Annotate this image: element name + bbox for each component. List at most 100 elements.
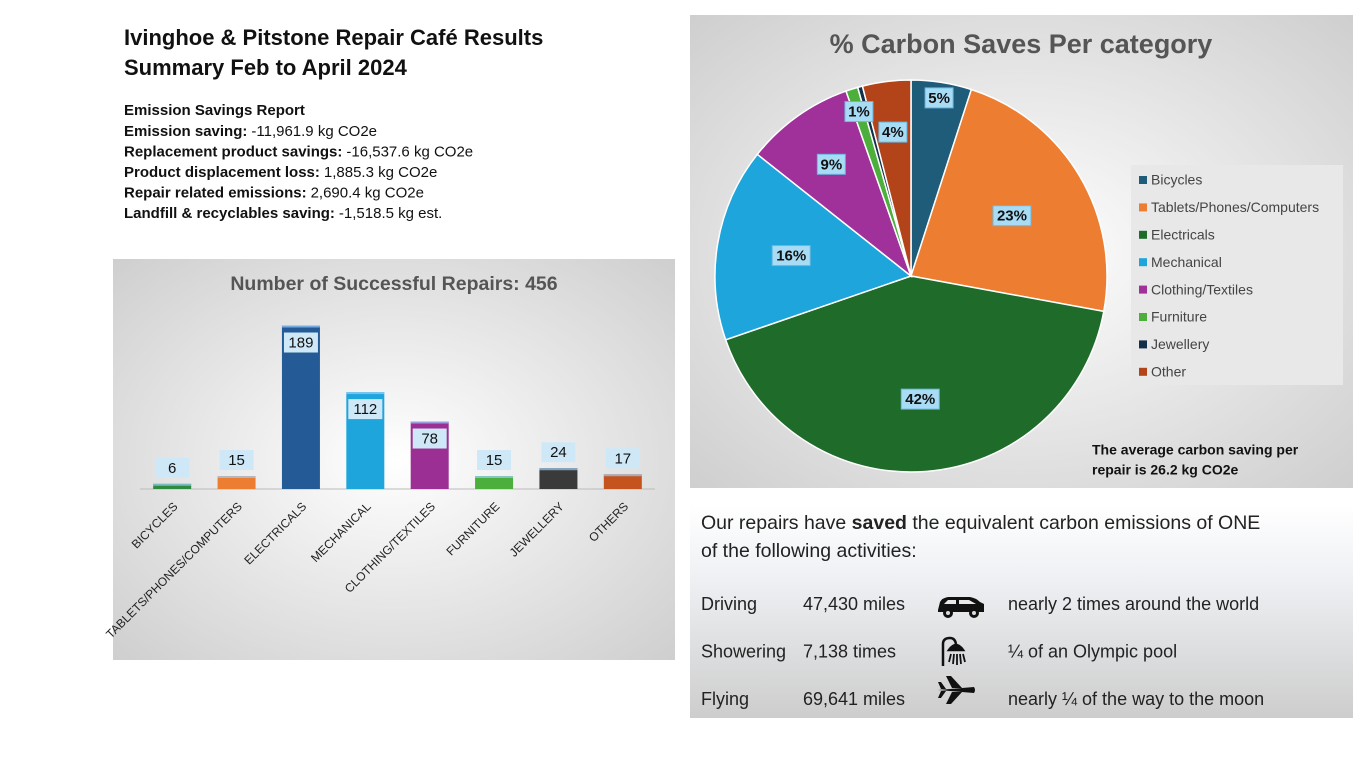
- legend-label: Jewellery: [1151, 336, 1209, 352]
- pie-chart: % Carbon Saves Per category 5% 23% 42% 16% 9%…: [714, 29, 1343, 478]
- legend-label: Bicycles: [1151, 172, 1202, 188]
- data-label: 24: [550, 444, 567, 461]
- data-label: 1%: [848, 104, 870, 121]
- legend-swatch: [1139, 313, 1147, 321]
- report-line: Repair related emissions: 2,690.4 kg CO2e: [124, 184, 424, 201]
- data-label: 9%: [820, 156, 842, 173]
- legend-swatch: [1139, 176, 1147, 184]
- report-label: Replacement product savings:: [124, 143, 342, 160]
- data-label-box: [155, 457, 190, 478]
- report-line: Product displacement loss: 1,885.3 kg CO2…: [124, 164, 437, 181]
- bar: [539, 468, 578, 489]
- data-label: 15: [228, 452, 245, 469]
- data-label: 78: [421, 430, 438, 447]
- report-heading: Emission Savings Report: [124, 102, 305, 119]
- intro: Our repairs have saved the equivalent ca…: [701, 512, 1260, 534]
- data-label: 4%: [882, 124, 904, 141]
- amount: 7,138 times: [803, 641, 896, 661]
- legend-label: Mechanical: [1151, 254, 1222, 270]
- plane-icon: [938, 676, 975, 704]
- activity: Flying: [701, 689, 749, 709]
- legend-swatch: [1139, 285, 1147, 294]
- report-value: -16,537.6 kg CO2e: [346, 143, 473, 160]
- comparison: ¼ of an Olympic pool: [1008, 641, 1177, 661]
- data-label: 16%: [776, 248, 806, 265]
- pie-slice: [910, 88, 1108, 313]
- shower-icon: [941, 636, 966, 666]
- data-label: 23%: [997, 208, 1027, 225]
- comparison: nearly ¼ of the way to the moon: [1008, 689, 1264, 709]
- report-line: Replacement product savings: -16,537.6 kg…: [124, 143, 473, 160]
- chart-title: % Carbon Saves Per category: [830, 29, 1213, 59]
- data-label-box: [348, 399, 383, 420]
- title: Ivinghoe & Pitstone Repair Café Results: [124, 25, 543, 50]
- pie-slice: [756, 90, 913, 279]
- activity: Driving: [701, 594, 757, 614]
- report-line: Landfill & recyclables saving: -1,518.5 k…: [124, 205, 442, 222]
- legend-swatch: [1139, 367, 1147, 376]
- data-label-box: [412, 428, 447, 449]
- data-label: 189: [288, 334, 313, 351]
- activities: Our repairs have saved the equivalent ca…: [701, 512, 1264, 709]
- amount: 47,430 miles: [803, 594, 905, 614]
- data-label-box: [605, 448, 640, 469]
- data-label-box: [844, 101, 874, 123]
- legend-label: Furniture: [1151, 309, 1207, 325]
- intro-bold: saved: [852, 512, 907, 534]
- report-label: Repair related emissions:: [124, 184, 307, 201]
- report-label: Product displacement loss:: [124, 164, 320, 181]
- report-value: -11,961.9 kg CO2e: [251, 123, 377, 140]
- legend-label: Clothing/Textiles: [1151, 281, 1253, 297]
- data-label-box: [477, 450, 512, 471]
- legend-label: Tablets/Phones/Computers: [1151, 199, 1319, 215]
- pie-slice: [724, 275, 1105, 473]
- report-value: 2,690.4 kg CO2e: [311, 184, 424, 201]
- data-label-box: [541, 442, 576, 463]
- report-value: 1,885.3 kg CO2e: [324, 164, 437, 181]
- legend-swatch: [1139, 230, 1147, 239]
- bar: [281, 325, 320, 489]
- comparison: nearly 2 times around the world: [1008, 594, 1259, 614]
- bar-panel: [113, 259, 675, 660]
- data-label-box: [771, 245, 811, 267]
- annotation: The average carbon saving per: [1092, 442, 1299, 458]
- data-label: 17: [614, 450, 631, 467]
- data-label: 112: [353, 401, 377, 418]
- intro-text: Our repairs have: [701, 512, 852, 534]
- bar: [217, 476, 256, 489]
- data-label-box: [924, 87, 954, 109]
- report-label: Emission saving:: [124, 123, 247, 140]
- bar: [153, 483, 192, 489]
- intro-text: the equivalent carbon emissions of ONE: [907, 512, 1260, 534]
- legend-label: Electricals: [1151, 227, 1215, 243]
- bar: [603, 474, 642, 489]
- title: Summary Feb to April 2024: [124, 55, 408, 80]
- data-label-box: [900, 388, 940, 410]
- data-label: 6: [168, 460, 176, 477]
- data-label: 5%: [928, 90, 950, 107]
- report-line: Emission saving: -11,961.9 kg CO2e: [124, 123, 377, 140]
- report-value: -1,518.5 kg est.: [339, 205, 442, 222]
- annotation: repair is 26.2 kg CO2e: [1092, 462, 1239, 478]
- pie-slice: [714, 153, 913, 341]
- legend-swatch: [1139, 203, 1147, 212]
- legend: [1131, 165, 1343, 385]
- intro: of the following activities:: [701, 540, 917, 562]
- bar: [475, 476, 514, 489]
- activities-panel: [690, 505, 1353, 718]
- data-label-box: [878, 121, 908, 143]
- legend-swatch: [1139, 258, 1147, 267]
- data-label-box: [816, 153, 846, 175]
- legend-swatch: [1139, 340, 1147, 349]
- data-label-box: [992, 205, 1032, 227]
- data-label-box: [283, 332, 318, 353]
- car-icon: [938, 597, 984, 618]
- amount: 69,641 miles: [803, 689, 905, 709]
- activity: Showering: [701, 641, 786, 661]
- legend-label: Other: [1151, 364, 1186, 380]
- report-label: Landfill & recyclables saving:: [124, 205, 335, 222]
- data-label-box: [219, 450, 254, 471]
- data-label: 15: [486, 452, 503, 469]
- chart-title: Number of Successful Repairs: 456: [230, 273, 557, 295]
